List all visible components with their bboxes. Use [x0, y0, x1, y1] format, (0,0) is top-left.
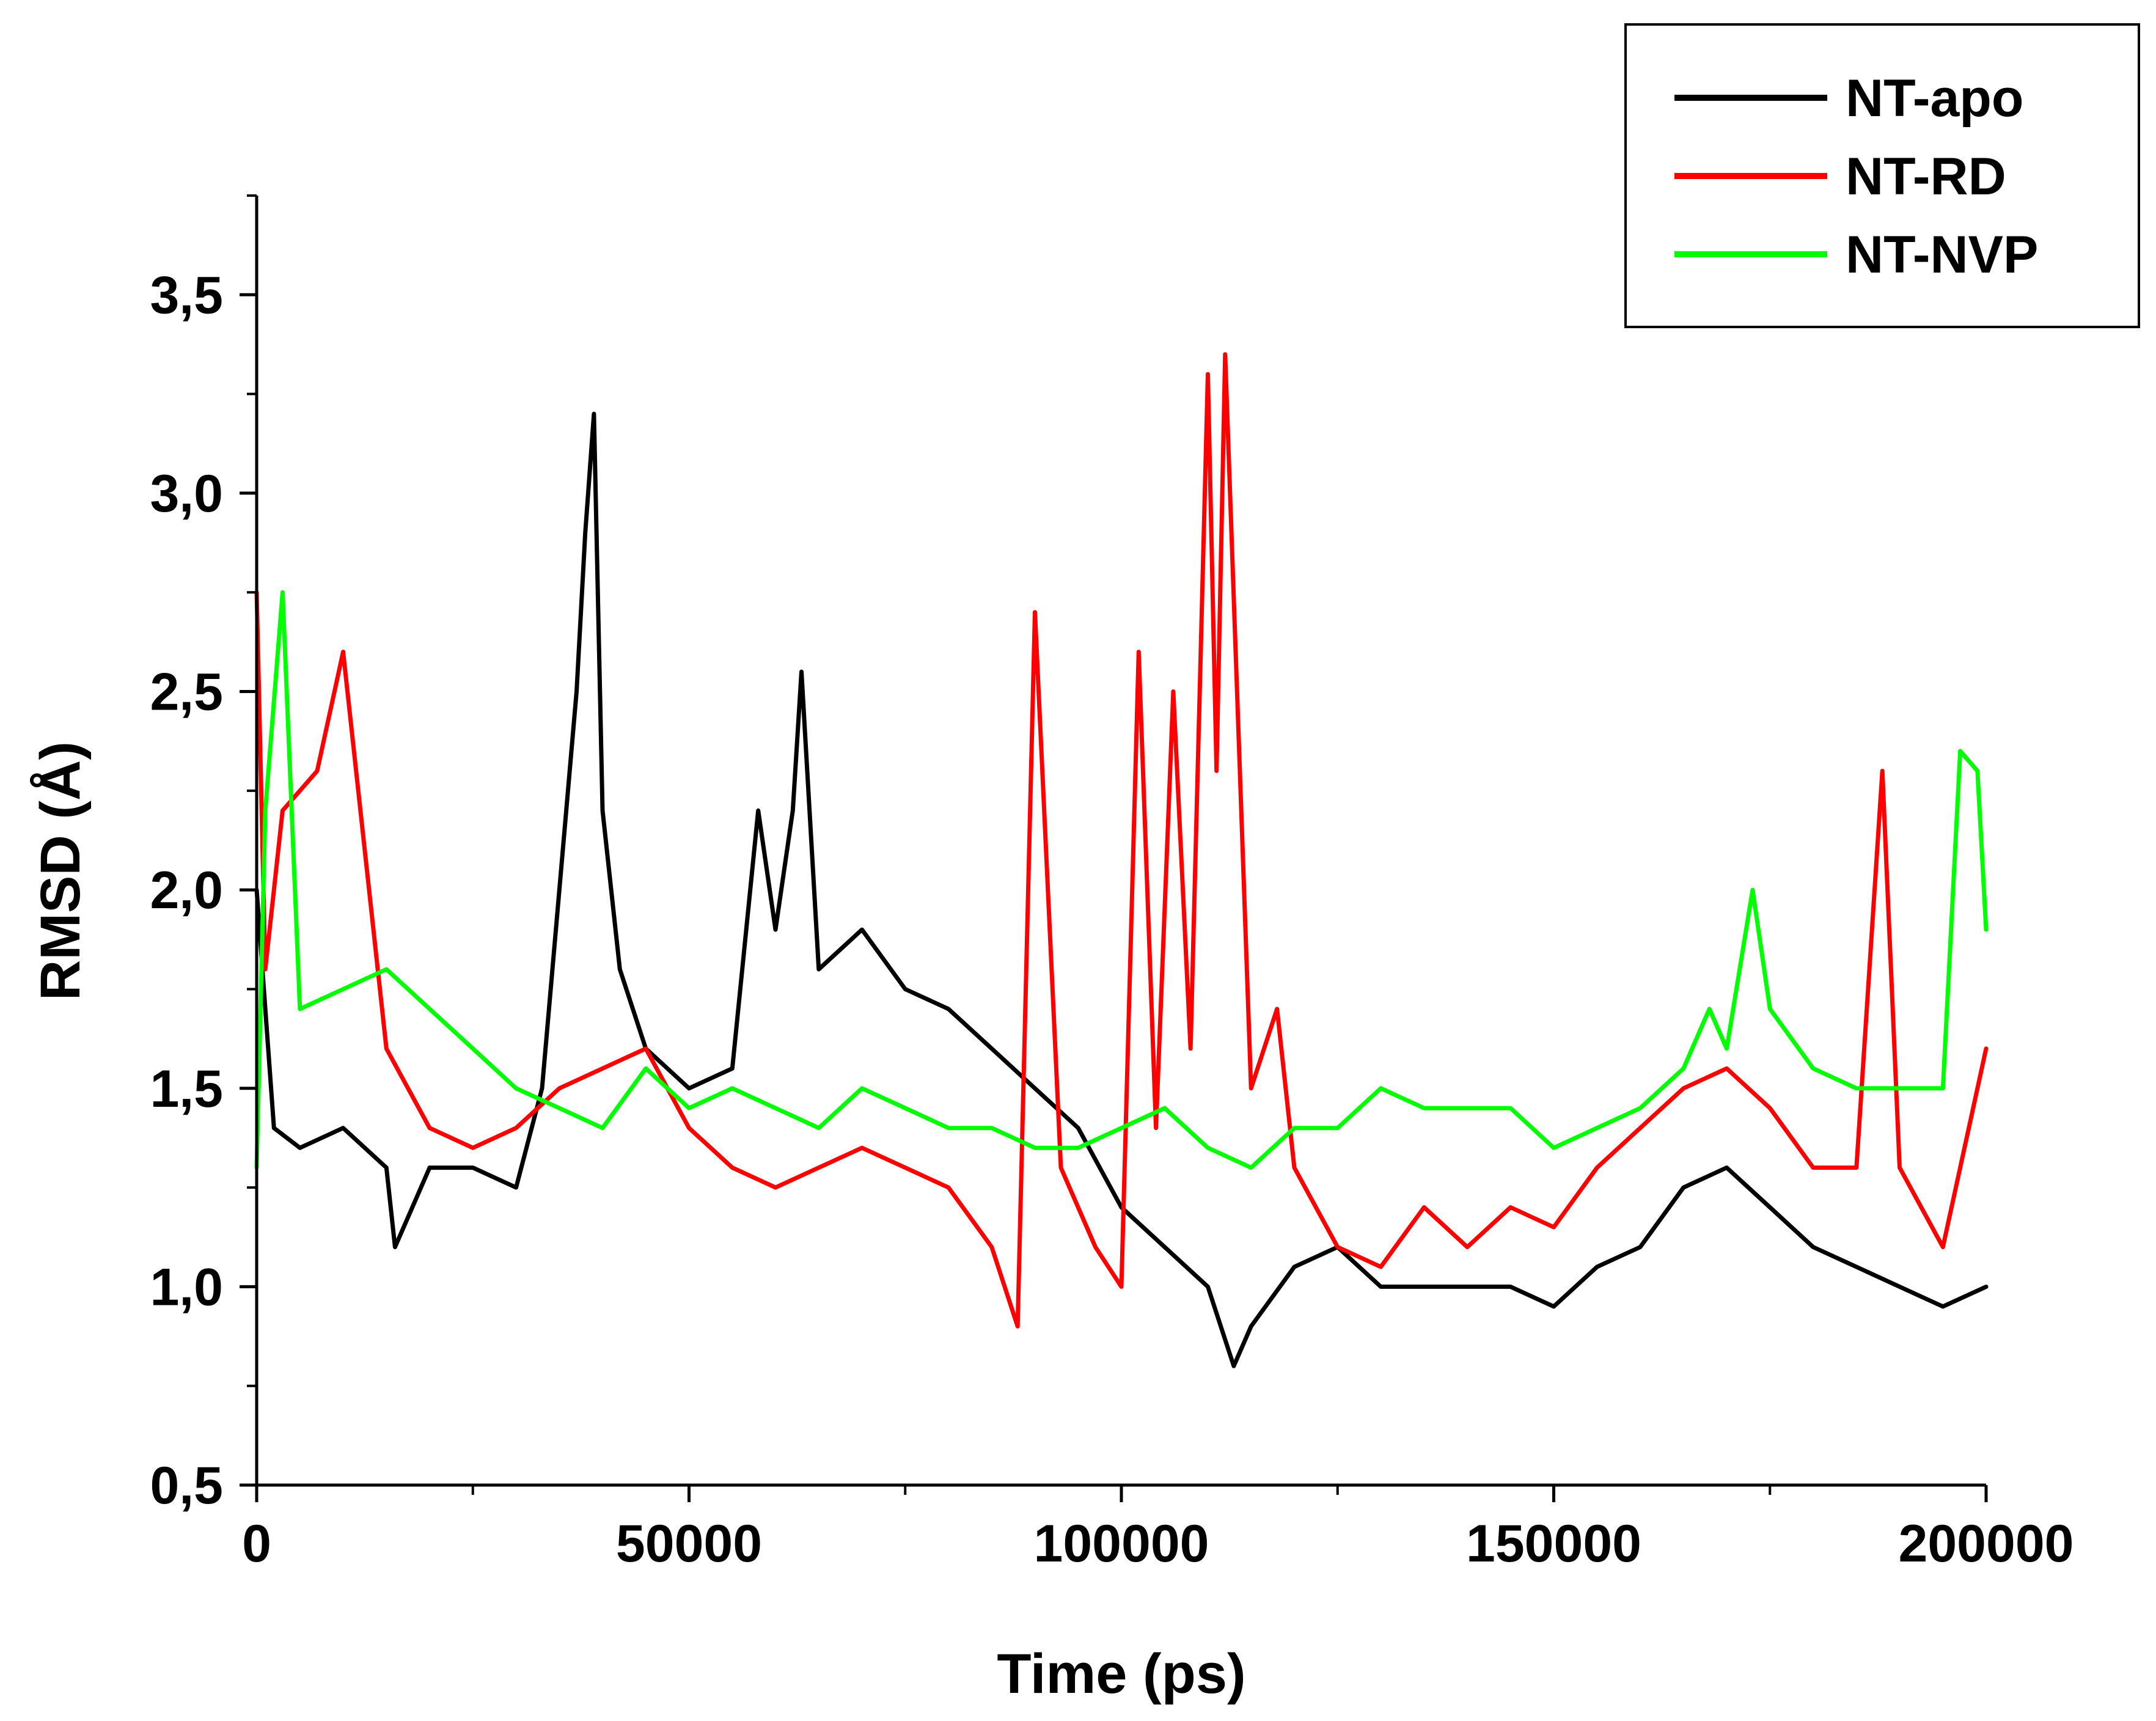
legend-label-nt-rd: NT-RD [1846, 147, 2006, 206]
y-tick-label: 3,0 [150, 464, 223, 523]
y-tick-label: 1,5 [150, 1060, 223, 1118]
legend: NT-apo NT-RD NT-NVP [1624, 23, 2140, 328]
y-tick-label: 3,5 [150, 266, 223, 325]
y-tick-label: 1,0 [150, 1258, 223, 1316]
legend-box [1624, 23, 2140, 328]
x-tick-label: 50000 [616, 1514, 762, 1573]
x-tick-label: 150000 [1466, 1514, 1641, 1573]
series-line-nt-rd [254, 352, 1989, 1329]
x-tick-label: 100000 [1034, 1514, 1209, 1573]
x-axis-title: Time (ps) [997, 1643, 1245, 1705]
legend-label-nt-apo: NT-apo [1846, 69, 2023, 128]
y-tick-label: 0,5 [150, 1456, 223, 1515]
y-tick-label: 2,0 [150, 861, 223, 920]
series-layer [254, 352, 1989, 1368]
series-line-nt-nvp [254, 590, 1989, 1170]
x-tick-label: 200000 [1899, 1514, 2074, 1573]
series-line-nt-apo [254, 411, 1989, 1368]
legend-items: NT-apo NT-RD NT-NVP [1674, 69, 2038, 284]
x-tick-label: 0 [242, 1514, 271, 1573]
y-tick-label: 2,5 [150, 663, 223, 722]
y-axis-title: RMSD (Å) [29, 741, 92, 1000]
legend-label-nt-nvp: NT-NVP [1846, 226, 2038, 284]
ticks-layer: 0 50000 100000 150000 200000 0,5 1,0 1,5 2,0 2,5 3… [150, 194, 2074, 1573]
